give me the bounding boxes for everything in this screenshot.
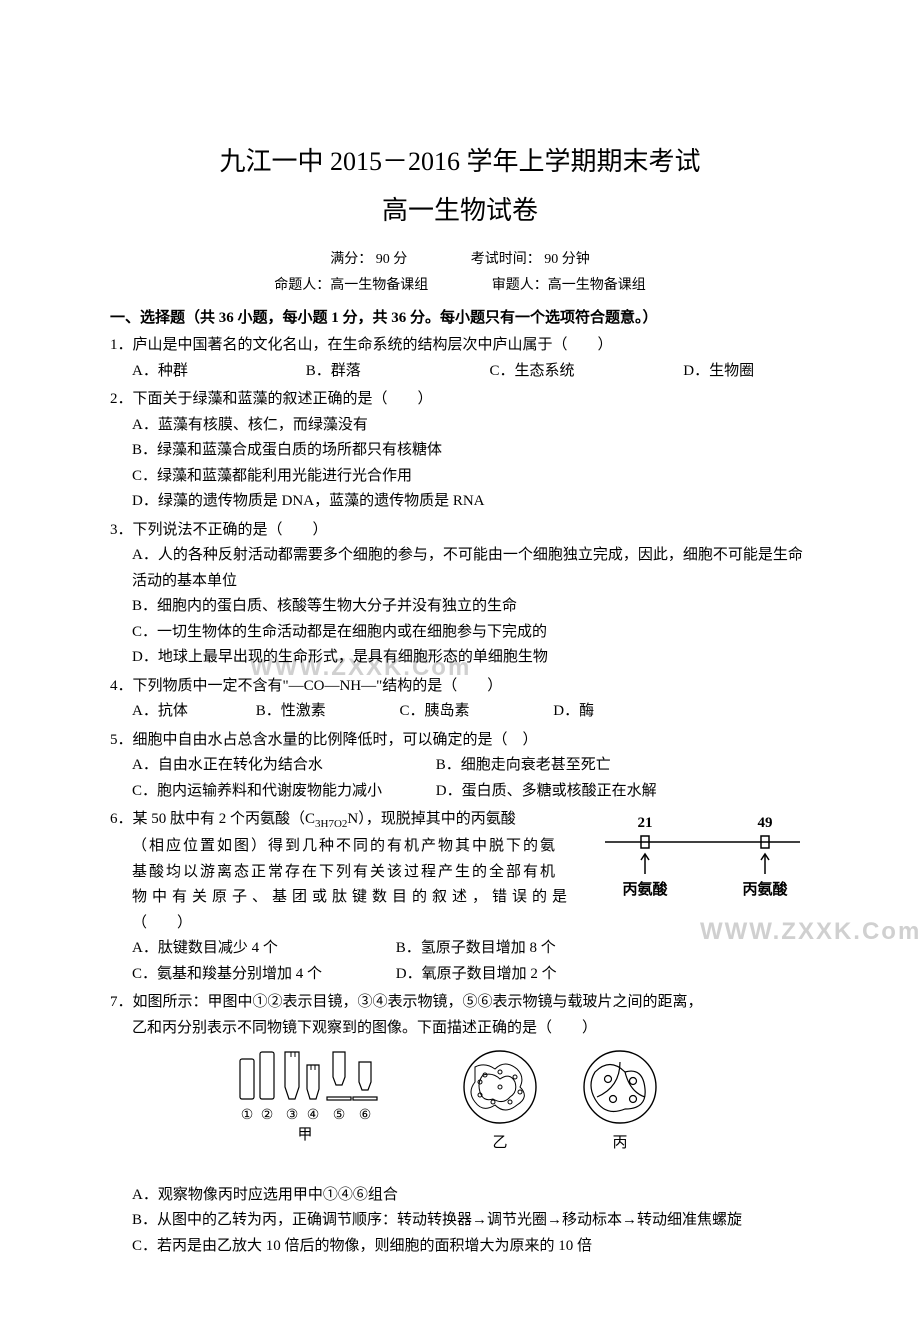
svg-text:⑤: ⑤ [333, 1108, 346, 1123]
question-3: 3．下列说法不正确的是（ ） A．人的各种反射活动都需要多个细胞的参与，不可能由… [110, 518, 810, 671]
q1-options: A．种群 B．群落 C．生态系统 D．生物圈 [110, 359, 810, 385]
q3-opt-b: B．细胞内的蛋白质、核酸等生物大分子并没有独立的生命 [110, 594, 810, 620]
q6-row1: A．肽键数目减少 4 个 B．氢原子数目增加 8 个 [110, 936, 810, 962]
q3-stem: 3．下列说法不正确的是（ ） [110, 518, 810, 544]
meta-row-1: 满分： 90 分 考试时间： 90 分钟 [110, 248, 810, 272]
q4-opt-c: C．胰岛素 [400, 699, 550, 725]
svg-text:③: ③ [286, 1108, 299, 1123]
q5-opt-c: C．胞内运输养料和代谢废物能力减小 [132, 779, 432, 805]
title-main: 九江一中 2015－2016 学年上学期期末考试 [110, 140, 810, 184]
full-score: 90 分 [376, 252, 408, 267]
svg-text:②: ② [261, 1108, 274, 1123]
q1-opt-c: C．生态系统 [490, 359, 680, 385]
q5-opt-b: B．细胞走向衰老甚至死亡 [436, 753, 736, 779]
meta-row-2: 命题人：高一生物备课组 审题人：高一生物备课组 [110, 274, 810, 298]
q1-opt-d: D．生物圈 [683, 359, 803, 385]
q1-opt-b: B．群落 [306, 359, 486, 385]
question-5: 5．细胞中自由水占总含水量的比例降低时，可以确定的是（ ） A．自由水正在转化为… [110, 728, 810, 805]
section-heading: 一、选择题（共 36 小题，每小题 1 分，共 36 分。每小题只有一个选项符合… [110, 306, 810, 332]
q2-opt-b: B．绿藻和蓝藻合成蛋白质的场所都只有核糖体 [110, 438, 810, 464]
svg-text:⑥: ⑥ [359, 1108, 372, 1123]
q6-row2: C．氨基和羧基分别增加 4 个 D．氧原子数目增加 2 个 [110, 962, 810, 988]
svg-text:甲: 甲 [297, 1127, 312, 1143]
q4-stem: 4．下列物质中一定不含有"—CO—NH—"结构的是（ ） [110, 674, 810, 700]
svg-text:①: ① [241, 1108, 254, 1123]
q7-stem1: 7．如图所示：甲图中①②表示目镜，③④表示物镜，⑤⑥表示物镜与载玻片之间的距离， [110, 990, 810, 1016]
q5-row1: A．自由水正在转化为结合水 B．细胞走向衰老甚至死亡 [110, 753, 810, 779]
exam-time-label: 考试时间： [471, 252, 541, 267]
question-4: 4．下列物质中一定不含有"—CO—NH—"结构的是（ ） A．抗体 B．性激素 … [110, 674, 810, 725]
q6-opt-a: A．肽键数目减少 4 个 [132, 936, 392, 962]
document-content: 九江一中 2015－2016 学年上学期期末考试 高一生物试卷 满分： 90 分… [110, 140, 810, 1259]
q3-opt-a: A．人的各种反射活动都需要多个细胞的参与，不可能由一个细胞独立完成，因此，细胞不… [110, 543, 810, 594]
author-label: 命题人：高一生物备课组 [274, 274, 428, 298]
q7-figure: ① ② ③ ④ ⑤ ⑥ 甲 乙 [110, 1047, 810, 1177]
q7-opt-b: B．从图中的乙转为丙，正确调节顺序：转动转换器→调节光圈→移动标本→转动细准焦螺… [110, 1208, 810, 1234]
q5-opt-d: D．蛋白质、多糖或核酸正在水解 [436, 779, 736, 805]
q7-opt-a: A．观察物像丙时应选用甲中①④⑥组合 [110, 1183, 810, 1209]
svg-text:乙: 乙 [492, 1135, 507, 1151]
q7-stem2: 乙和丙分别表示不同物镜下观察到的图像。下面描述正确的是（ ） [110, 1016, 810, 1042]
q6-opt-b: B．氢原子数目增加 8 个 [396, 936, 696, 962]
full-score-label: 满分： [330, 252, 372, 267]
question-7: 7．如图所示：甲图中①②表示目镜，③④表示物镜，⑤⑥表示物镜与载玻片之间的距离，… [110, 990, 810, 1259]
svg-text:④: ④ [307, 1108, 320, 1123]
question-6: 21 49 丙氨酸 丙氨酸 6．某 50 肽中有 2 个丙氨酸（C3H7O2N）… [110, 807, 810, 987]
q1-opt-a: A．种群 [132, 359, 302, 385]
q5-stem: 5．细胞中自由水占总含水量的比例降低时，可以确定的是（ ） [110, 728, 810, 754]
q5-opt-a: A．自由水正在转化为结合水 [132, 753, 432, 779]
svg-text:丙: 丙 [612, 1135, 627, 1151]
question-1: 1．庐山是中国著名的文化名山，在生命系统的结构层次中庐山属于（ ） A．种群 B… [110, 333, 810, 384]
q3-opt-c: C．一切生物体的生命活动都是在细胞内或在细胞参与下完成的 [110, 620, 810, 646]
q6-fig-label-2: 丙氨酸 [742, 880, 788, 898]
q2-opt-d: D．绿藻的遗传物质是 DNA，蓝藻的遗传物质是 RNA [110, 489, 810, 515]
q4-opt-a: A．抗体 [132, 699, 252, 725]
q6-opt-c: C．氨基和羧基分别增加 4 个 [132, 962, 392, 988]
reviewer-label: 审题人：高一生物备课组 [492, 274, 646, 298]
q4-opt-b: B．性激素 [256, 699, 396, 725]
q2-opt-a: A．蓝藻有核膜、核仁，而绿藻没有 [110, 413, 810, 439]
q2-opt-c: C．绿藻和蓝藻都能利用光能进行光合作用 [110, 464, 810, 490]
q3-opt-d: D．地球上最早出现的生命形式，是具有细胞形态的单细胞生物 [110, 645, 810, 671]
q2-stem: 2．下面关于绿藻和蓝藻的叙述正确的是（ ） [110, 387, 810, 413]
q6-figure: 21 49 丙氨酸 丙氨酸 [600, 812, 810, 907]
q5-row2: C．胞内运输养料和代谢废物能力减小 D．蛋白质、多糖或核酸正在水解 [110, 779, 810, 805]
q6-opt-d: D．氧原子数目增加 2 个 [396, 962, 696, 988]
q6-fig-21: 21 [638, 815, 653, 831]
q6-line5: （ ） [110, 911, 810, 937]
q6-fig-49: 49 [758, 815, 773, 831]
exam-time: 90 分钟 [544, 252, 590, 267]
q4-opt-d: D．酶 [553, 699, 633, 725]
q6-fig-label-1: 丙氨酸 [622, 880, 668, 898]
title-sub: 高一生物试卷 [110, 189, 810, 233]
q1-stem: 1．庐山是中国著名的文化名山，在生命系统的结构层次中庐山属于（ ） [110, 333, 810, 359]
question-2: 2．下面关于绿藻和蓝藻的叙述正确的是（ ） A．蓝藻有核膜、核仁，而绿藻没有 B… [110, 387, 810, 515]
q4-options: A．抗体 B．性激素 C．胰岛素 D．酶 [110, 699, 810, 725]
q7-opt-c: C．若丙是由乙放大 10 倍后的物像，则细胞的面积增大为原来的 10 倍 [110, 1234, 810, 1260]
